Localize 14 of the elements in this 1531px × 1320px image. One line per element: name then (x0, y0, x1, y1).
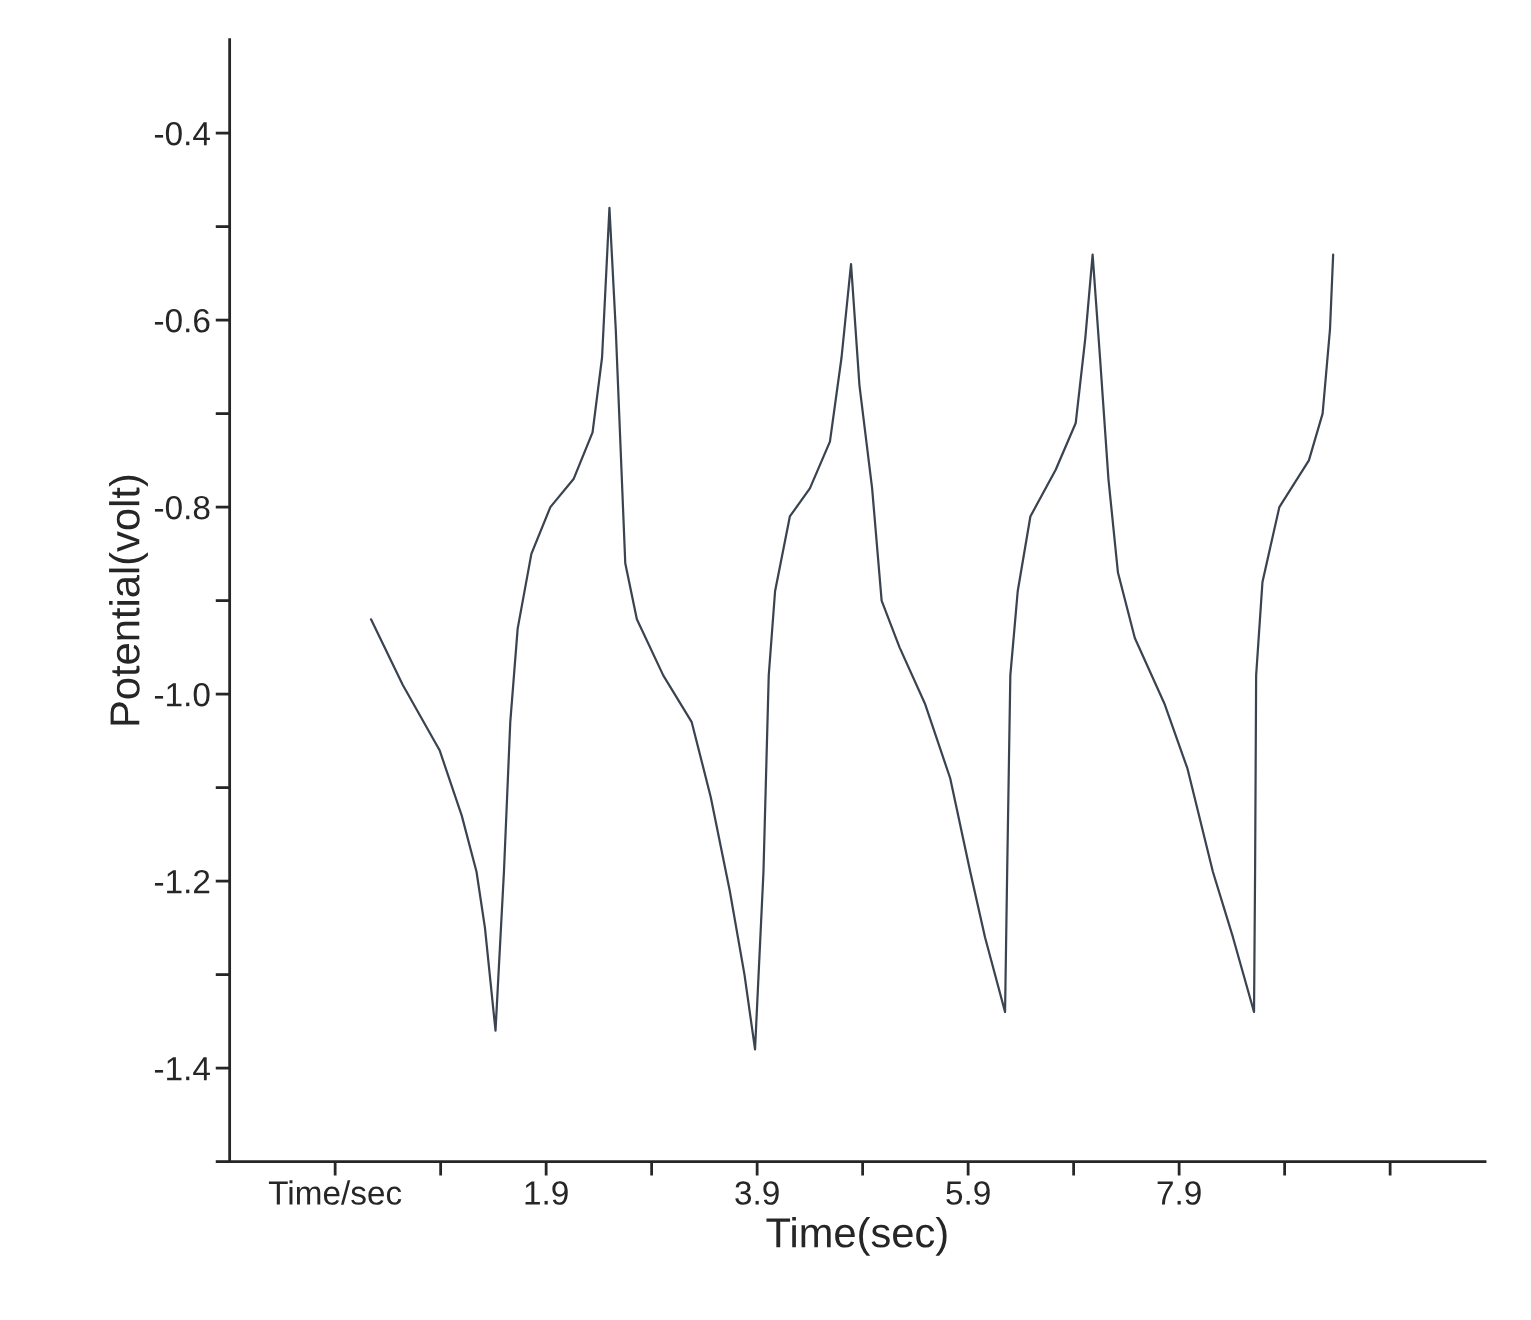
y-tick-label: -1.2 (154, 869, 210, 894)
x-tick-label: Time/sec (268, 1180, 402, 1205)
line-series (369, 206, 1335, 1051)
y-tick-label: -1.4 (154, 1057, 210, 1081)
x-tick-label: 1.9 (525, 1181, 568, 1205)
y-tick-label: -1.0 (154, 682, 210, 707)
y-tick-label: -0.4 (154, 121, 210, 146)
x-tick-label: 5.9 (946, 1181, 990, 1205)
y-tick-label: -0.8 (154, 495, 210, 520)
x-tick-label: 7.9 (1157, 1181, 1201, 1205)
y-axis-title: Potential(volt) (109, 475, 148, 725)
x-tick-label: 3.9 (735, 1181, 779, 1205)
x-axis-title: Time(sec) (766, 1216, 947, 1256)
y-tick-label: -0.6 (154, 308, 210, 333)
